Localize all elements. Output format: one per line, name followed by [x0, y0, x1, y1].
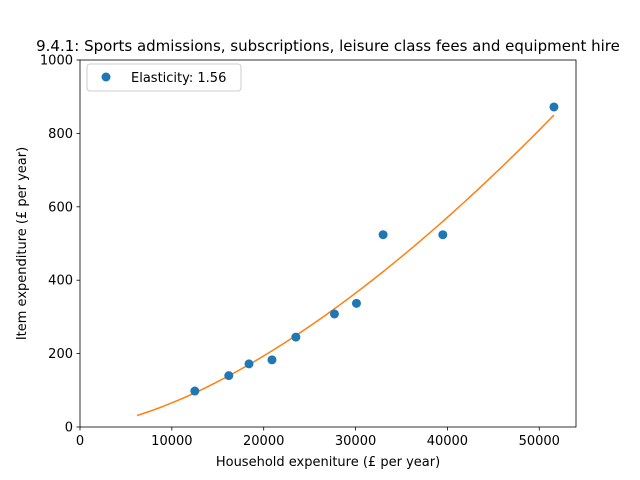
x-tick-label: 30000 [335, 434, 376, 449]
x-tick-label: 50000 [519, 434, 560, 449]
x-axis-ticks: 0 10000 20000 30000 40000 50000 [76, 427, 560, 449]
x-tick-label: 10000 [151, 434, 192, 449]
y-tick-label: 1000 [40, 54, 73, 69]
data-point [549, 102, 559, 112]
x-tick-label: 40000 [427, 434, 468, 449]
data-point [291, 332, 301, 342]
legend-label: Elasticity: 1.56 [131, 71, 226, 86]
data-point [329, 309, 339, 319]
x-tick-label: 0 [76, 434, 84, 449]
y-tick-label: 400 [48, 274, 73, 289]
legend-box [86, 63, 242, 92]
chart-title: 9.4.1: Sports admissions, subscriptions,… [36, 37, 620, 55]
data-point [190, 386, 200, 396]
legend-marker [101, 72, 111, 82]
y-tick-label: 0 [65, 421, 73, 436]
data-point [267, 355, 277, 365]
y-tick-label: 200 [48, 347, 73, 362]
data-point [378, 230, 388, 240]
y-tick-label: 600 [48, 200, 73, 215]
data-point [351, 298, 361, 308]
x-tick-label: 20000 [243, 434, 284, 449]
data-point [244, 359, 254, 369]
y-axis-label: Item expenditure (£ per year) [15, 147, 30, 340]
x-axis-label: Household expeniture (£ per year) [216, 455, 440, 470]
y-tick-label: 800 [48, 127, 73, 142]
legend: Elasticity: 1.56 [86, 63, 242, 92]
data-point [438, 230, 448, 240]
data-point [224, 371, 234, 381]
scatter-points [190, 102, 559, 396]
plot-area [79, 59, 577, 428]
y-axis-ticks: 0 200 400 600 800 1000 [40, 54, 80, 436]
fit-line [136, 114, 555, 417]
